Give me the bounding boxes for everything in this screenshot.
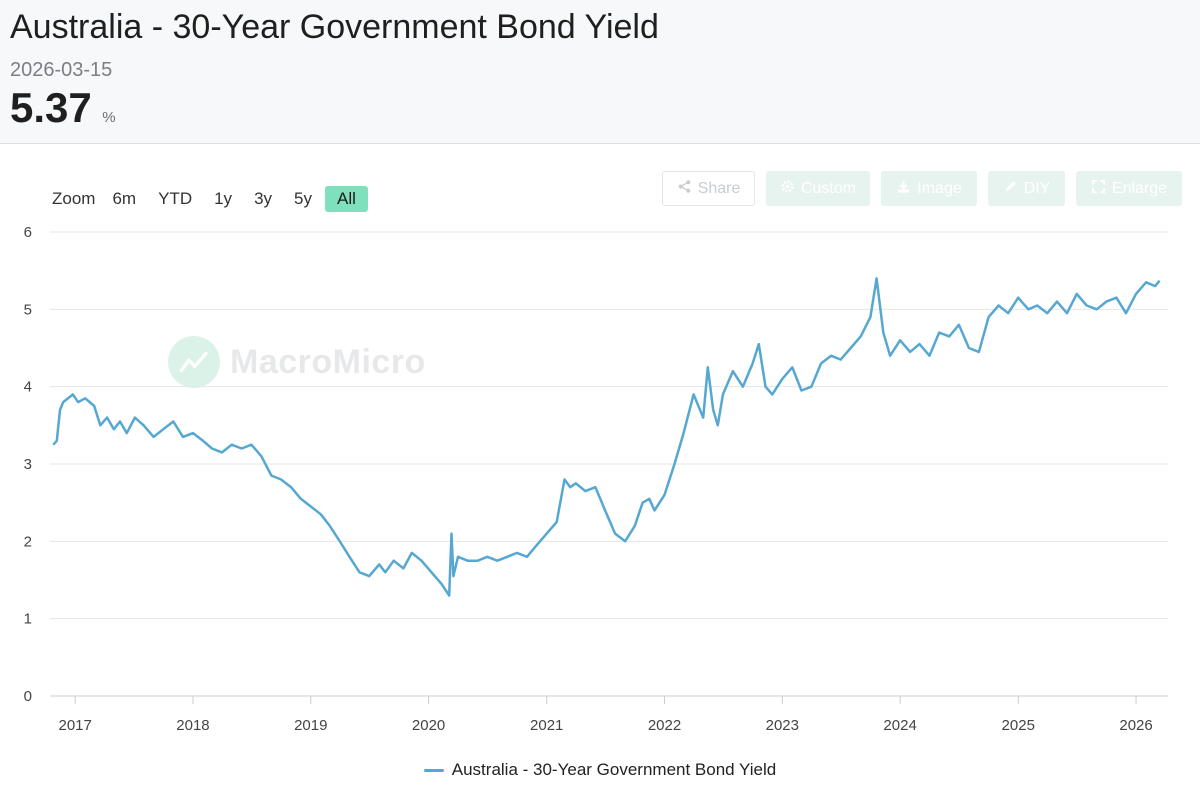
x-tick-label: 2019 (294, 717, 327, 734)
x-tick-label: 2023 (766, 717, 799, 734)
x-tick-label: 2021 (530, 717, 563, 734)
zoom-ytd-button[interactable]: YTD (158, 189, 193, 208)
zoom-3y-button[interactable]: 3y (254, 189, 273, 208)
pencil-icon (1003, 179, 1018, 199)
value-unit: % (102, 109, 116, 126)
y-tick-label: 4 (24, 379, 32, 396)
header: Australia - 30-Year Government Bond Yiel… (0, 0, 1200, 144)
zoom-all-button[interactable]: All (325, 186, 368, 212)
share-icon (677, 179, 692, 199)
x-tick-label: 2018 (176, 717, 209, 734)
diy-label: DIY (1023, 179, 1051, 197)
expand-icon (1091, 179, 1106, 199)
y-tick-label: 1 (24, 611, 32, 628)
gear-icon (780, 179, 795, 199)
zoom-6m-button[interactable]: 6m (112, 189, 137, 208)
series (52, 277, 1161, 597)
share-button[interactable]: Share (662, 171, 755, 206)
watermark-text: MacroMicro (230, 342, 426, 381)
image-button[interactable]: Image (881, 171, 977, 206)
x-tick-label: 2020 (412, 717, 445, 734)
x-tick-label: 2025 (1002, 717, 1035, 734)
x-tick-label: 2024 (883, 717, 916, 734)
x-tick-label: 2022 (648, 717, 681, 734)
y-tick-label: 2 (24, 533, 32, 550)
y-tick-label: 3 (24, 456, 32, 473)
chart-toolbar: Share Custom Image DIY Enlarge (0, 171, 1200, 208)
custom-button[interactable]: Custom (766, 171, 870, 206)
latest-value: 5.37 (10, 84, 92, 131)
line-chart: 0 1 2 3 4 5 6 2017 2018 2019 2020 2021 2022 2023 2024… (24, 224, 1168, 734)
zoom-bar: Zoom 6m YTD 1y 3y 5y All (48, 185, 368, 213)
x-axis: 2017 2018 2019 2020 2021 2022 2023 2024 2025 2026 (58, 696, 1153, 734)
latest-value-block: 5.37 % (10, 84, 116, 132)
download-icon (896, 179, 911, 199)
enlarge-button[interactable]: Enlarge (1076, 171, 1182, 206)
page-title: Australia - 30-Year Government Bond Yiel… (10, 8, 659, 46)
custom-label: Custom (800, 179, 857, 197)
watermark: MacroMicro (168, 336, 426, 388)
zoom-label: Zoom (52, 189, 96, 208)
x-tick-label: 2017 (58, 717, 91, 734)
y-tick-label: 5 (24, 301, 32, 318)
y-tick-label: 0 (24, 688, 32, 705)
y-axis: 0 1 2 3 4 5 6 (24, 224, 32, 705)
share-label: Share (697, 179, 741, 197)
x-tick-label: 2026 (1119, 717, 1152, 734)
legend-label: Australia - 30-Year Government Bond Yiel… (451, 760, 777, 779)
macromicro-logo-icon (168, 336, 220, 388)
y-tick-label: 6 (24, 224, 32, 241)
latest-date: 2026-03-15 (10, 59, 113, 81)
zoom-1y-button[interactable]: 1y (214, 189, 233, 208)
series-line-0 (52, 277, 1161, 597)
grid-lines (50, 231, 1168, 697)
enlarge-label: Enlarge (1111, 179, 1168, 197)
legend[interactable]: Australia - 30-Year Government Bond Yiel… (0, 760, 1200, 780)
image-label: Image (917, 179, 962, 197)
diy-button[interactable]: DIY (988, 171, 1065, 206)
legend-line-marker (423, 768, 444, 772)
zoom-5y-button[interactable]: 5y (294, 189, 312, 208)
